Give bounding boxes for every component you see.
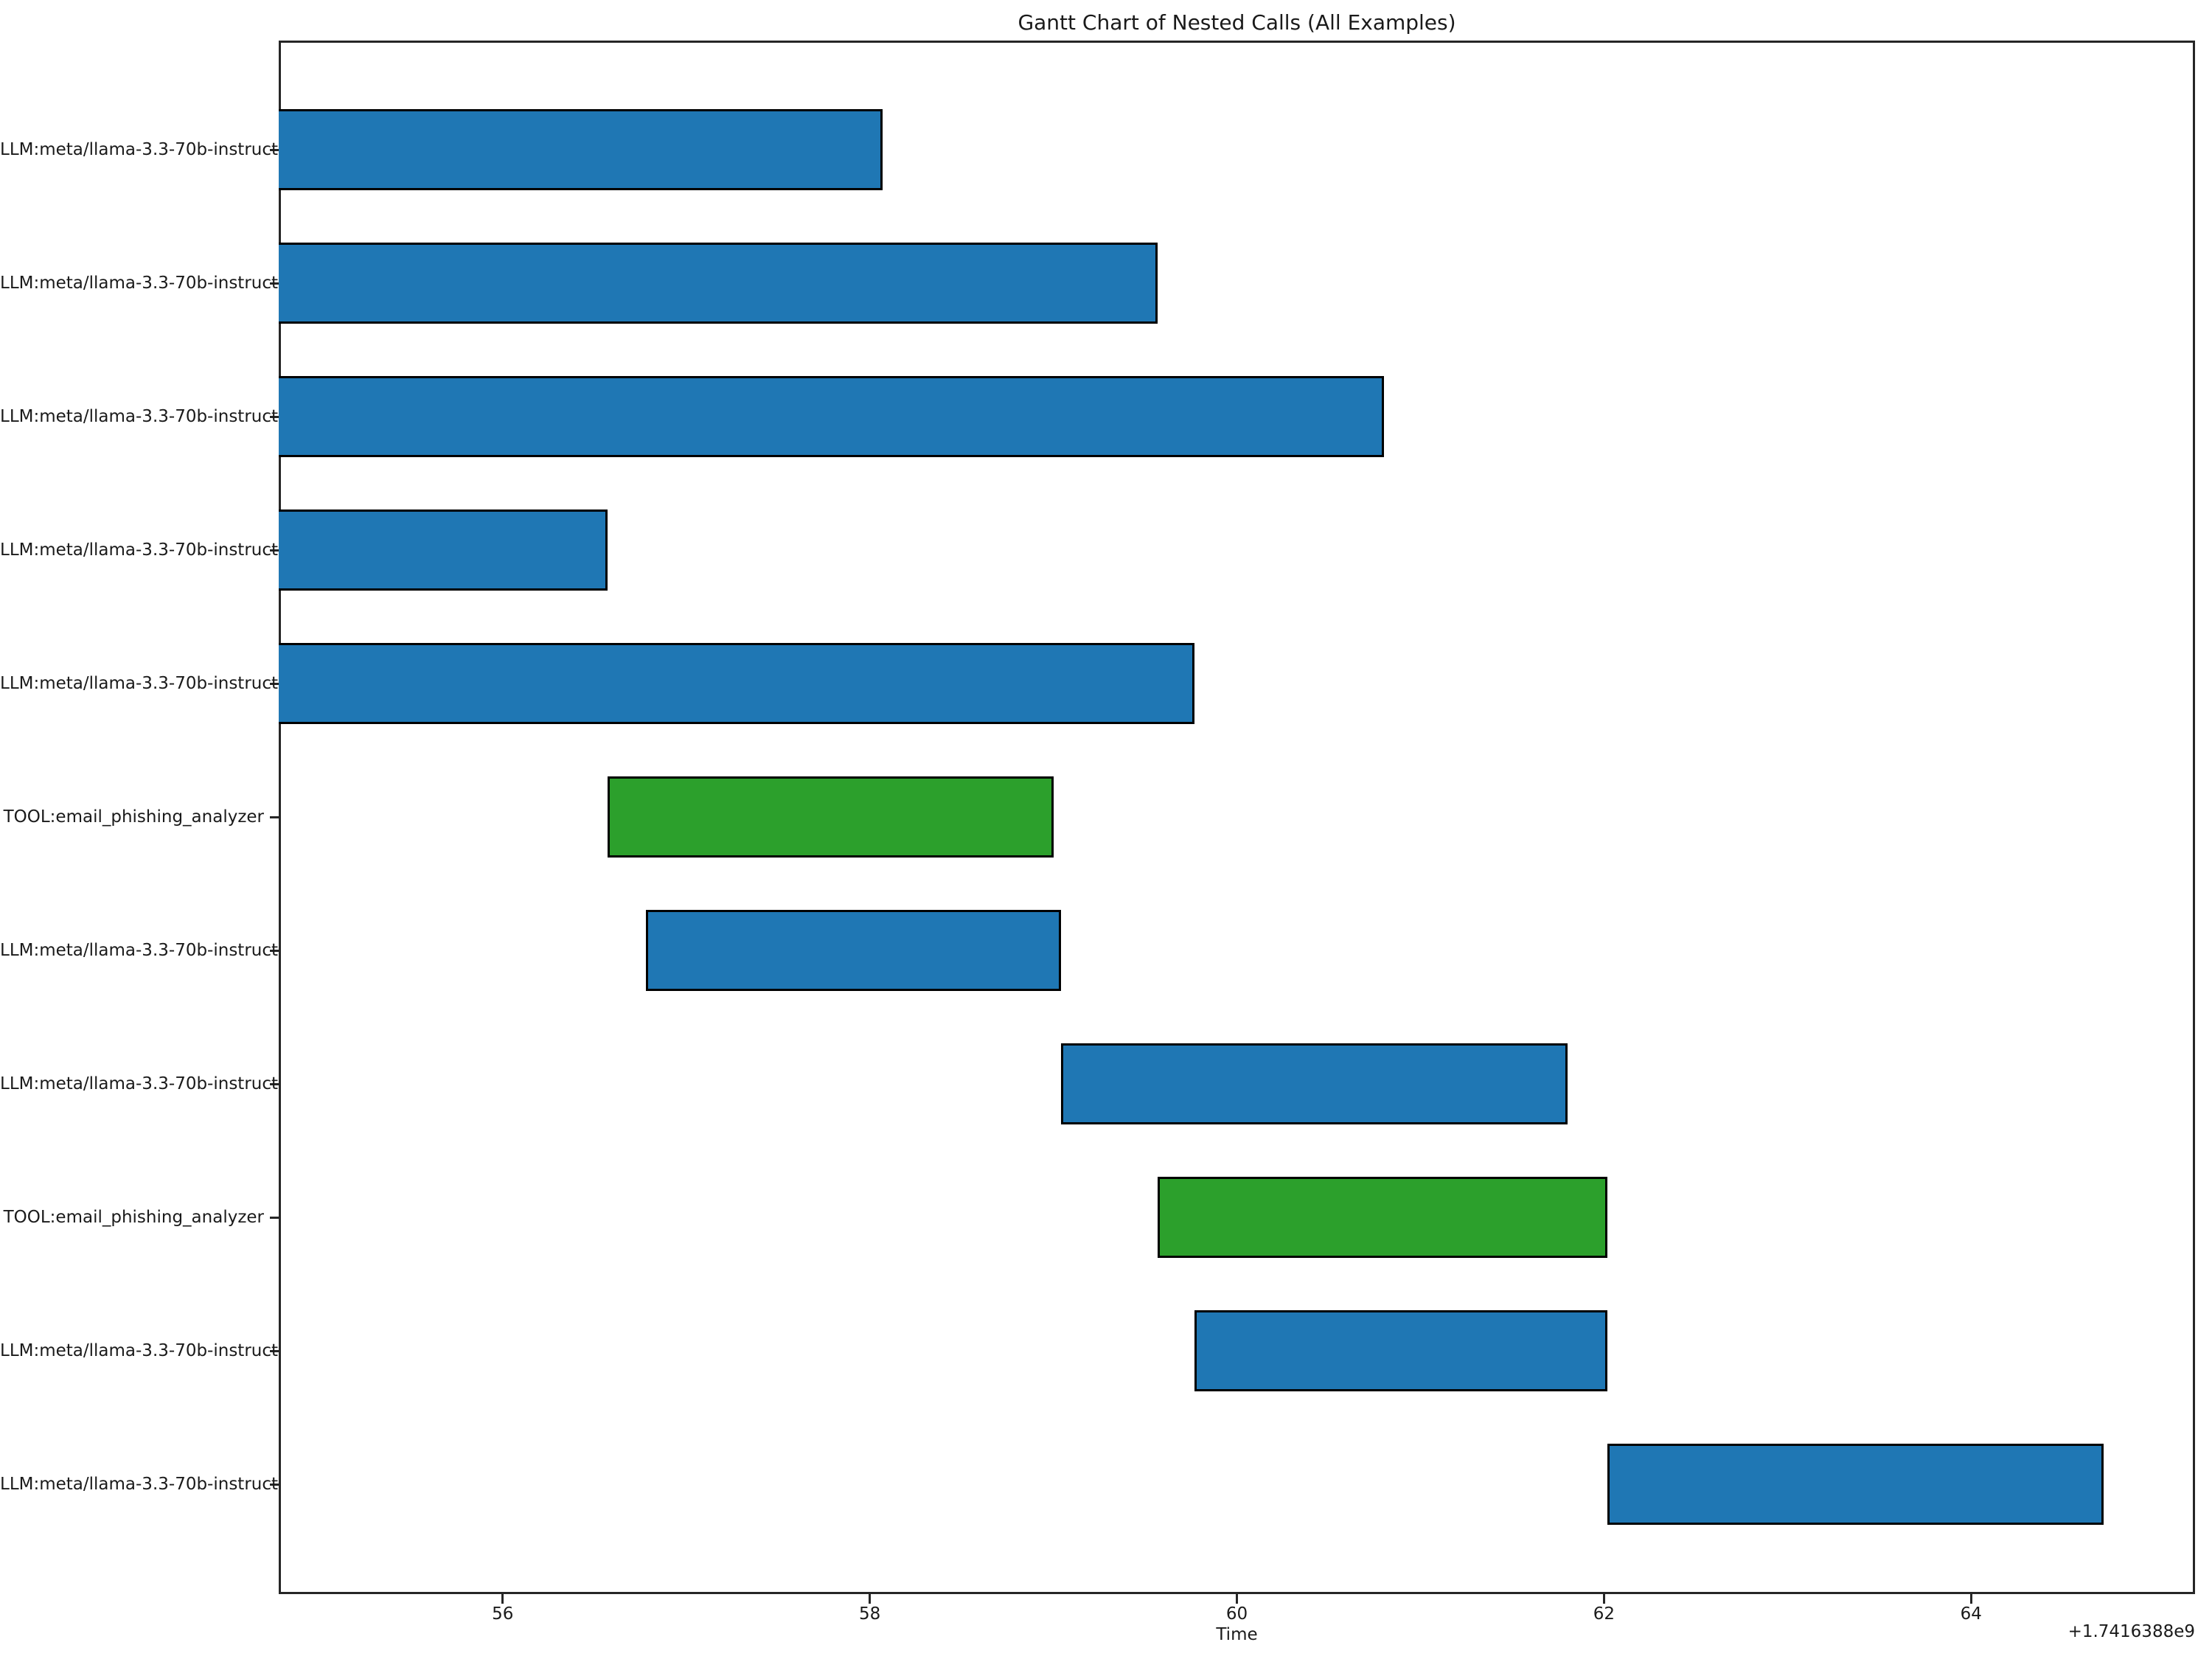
y-tick-mark xyxy=(270,1349,279,1352)
gantt-bar-llm xyxy=(1194,1310,1608,1391)
y-tick-label: LLM:meta/llama-3.3-70b-instruct xyxy=(0,674,279,693)
y-tick-mark xyxy=(270,949,279,952)
x-tick-mark xyxy=(1236,1594,1238,1604)
gantt-bar-tool xyxy=(607,776,1054,858)
gantt-bar-llm xyxy=(279,109,883,190)
chart-title: Gantt Chart of Nested Calls (All Example… xyxy=(1018,10,1456,35)
x-tick-mark xyxy=(1969,1594,1972,1604)
x-tick-mark xyxy=(869,1594,872,1604)
y-tick-mark xyxy=(270,682,279,685)
y-tick-label: LLM:meta/llama-3.3-70b-instruct xyxy=(0,941,279,960)
y-tick-mark xyxy=(270,1483,279,1486)
x-tick-mark xyxy=(501,1594,504,1604)
gantt-bar-llm xyxy=(279,243,1158,324)
y-tick-label: LLM:meta/llama-3.3-70b-instruct xyxy=(0,1074,279,1093)
gantt-bar-llm xyxy=(279,643,1195,724)
y-tick-mark xyxy=(270,815,279,818)
gantt-bar-llm xyxy=(279,509,608,591)
x-tick-label: 62 xyxy=(1593,1604,1615,1624)
y-tick-label: TOOL:email_phishing_analyzer xyxy=(3,1208,264,1227)
y-tick-label: LLM:meta/llama-3.3-70b-instruct xyxy=(0,1475,279,1494)
y-tick-label: LLM:meta/llama-3.3-70b-instruct xyxy=(0,540,279,560)
gantt-bar-llm xyxy=(1060,1043,1568,1124)
x-tick-mark xyxy=(1602,1594,1605,1604)
gantt-bar-tool xyxy=(1158,1177,1608,1258)
gantt-bar-llm xyxy=(1607,1444,2104,1525)
y-tick-label: LLM:meta/llama-3.3-70b-instruct xyxy=(0,140,279,159)
x-axis-offset-label: +1.7416388e9 xyxy=(2067,1622,2195,1641)
x-tick-label: 58 xyxy=(858,1604,881,1624)
gantt-bar-llm xyxy=(279,376,1384,457)
x-tick-label: 56 xyxy=(492,1604,514,1624)
y-tick-label: TOOL:email_phishing_analyzer xyxy=(3,807,264,827)
x-tick-label: 60 xyxy=(1225,1604,1248,1624)
y-tick-label: LLM:meta/llama-3.3-70b-instruct xyxy=(0,407,279,426)
gantt-bar-llm xyxy=(645,910,1061,991)
y-tick-mark xyxy=(270,549,279,552)
y-tick-mark xyxy=(270,1216,279,1219)
y-tick-mark xyxy=(270,415,279,418)
x-axis-label: Time xyxy=(1216,1625,1258,1644)
y-tick-label: LLM:meta/llama-3.3-70b-instruct xyxy=(0,1341,279,1360)
y-tick-mark xyxy=(270,148,279,151)
y-tick-label: LLM:meta/llama-3.3-70b-instruct xyxy=(0,274,279,293)
y-tick-mark xyxy=(270,1082,279,1085)
y-tick-mark xyxy=(270,282,279,285)
x-tick-label: 64 xyxy=(1960,1604,1982,1624)
